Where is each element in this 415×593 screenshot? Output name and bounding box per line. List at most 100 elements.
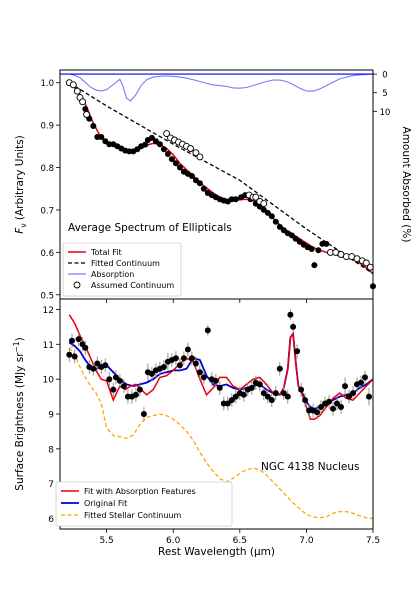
data-point	[180, 355, 187, 362]
top-legend: Total Fit Fitted Continuum Absorption As…	[62, 242, 182, 297]
data-point-filled	[176, 164, 183, 171]
data-point	[298, 386, 305, 393]
data-point	[346, 393, 352, 400]
bottom-plot-marks	[66, 309, 374, 520]
bottom-x-tick-label: 7.5	[366, 536, 380, 546]
data-point	[102, 362, 109, 369]
data-point	[140, 411, 147, 417]
data-point	[148, 370, 155, 377]
data-point	[260, 390, 267, 397]
data-point	[66, 351, 73, 358]
data-point	[287, 311, 294, 318]
data-point	[350, 390, 356, 397]
data-point	[94, 360, 101, 367]
data-point-filled	[164, 151, 171, 157]
data-point	[358, 379, 364, 386]
data-point-filled	[315, 247, 322, 254]
top-legend-box	[62, 242, 182, 297]
data-point	[188, 355, 195, 362]
data-point	[71, 353, 78, 360]
data-point	[112, 374, 119, 381]
top-panel-annotation: Average Spectrum of Ellipticals	[68, 222, 232, 234]
data-point	[75, 336, 82, 343]
legend-label-absorption: Absorption	[91, 270, 134, 279]
data-point	[268, 397, 275, 404]
bottom-y-tick-label: 6	[48, 515, 54, 525]
bottom-x-tick-label: 6.0	[166, 536, 181, 546]
data-point	[280, 390, 287, 397]
data-point-filled	[142, 141, 149, 148]
data-point-filled	[148, 134, 155, 141]
data-point-filled	[268, 213, 275, 220]
data-point	[90, 365, 97, 372]
data-point	[334, 400, 340, 407]
bottom-x-axis-label: Rest Wavelength (μm)	[158, 546, 275, 558]
data-point	[216, 384, 223, 391]
data-point-filled	[82, 106, 89, 112]
data-point	[110, 386, 117, 393]
data-point-filled	[196, 180, 203, 187]
legend-label-total-fit: Total Fit	[90, 248, 122, 257]
legend-label-fitted-continuum: Fitted Continuum	[91, 259, 160, 268]
data-point-filled	[272, 218, 279, 225]
data-point-filled	[98, 134, 105, 140]
data-point	[69, 337, 75, 344]
data-point	[342, 383, 348, 390]
data-point-open	[163, 130, 171, 138]
data-point-filled	[276, 223, 283, 230]
top-plot-marks	[60, 73, 376, 290]
data-point	[136, 386, 143, 393]
bottom-panel-annotation: NGC 4138 Nucleus	[261, 461, 360, 473]
data-point	[212, 377, 219, 384]
bottom-y-tick-label: 12	[43, 306, 54, 316]
data-point	[276, 365, 283, 372]
data-point-open	[79, 98, 87, 106]
data-point-open	[69, 81, 77, 89]
data-point-filled	[200, 185, 207, 192]
bottom-y-axis-label: Surface Brightness (MJy sr−1)	[12, 337, 26, 490]
data-point-filled	[308, 246, 315, 252]
data-point	[302, 397, 309, 404]
bottom-y-tick-label: 8	[48, 445, 54, 455]
data-point-filled	[172, 160, 179, 167]
data-point	[116, 377, 123, 384]
data-point-filled	[264, 209, 271, 216]
data-point	[82, 344, 89, 351]
data-point-filled	[156, 141, 163, 148]
series-fit-with-absorption-features	[68, 314, 374, 420]
top-x-ticks	[106, 299, 374, 303]
data-point	[224, 400, 231, 407]
bottom-x-axis: 5.5 6.0 6.5 7.0 7.5	[99, 529, 380, 546]
series-fitted-continuum	[68, 82, 374, 275]
data-point-open	[196, 153, 204, 161]
data-point	[256, 381, 263, 388]
data-point	[318, 404, 325, 410]
top-y-tick-label: 0.9	[40, 122, 54, 132]
data-point-filled	[168, 156, 175, 163]
top-y-tick-label: 1.0	[40, 79, 54, 89]
data-point	[240, 391, 247, 398]
data-point-filled	[288, 232, 295, 239]
data-point	[326, 398, 332, 405]
top-secondary-y-axis-label: Amount Absorbed (%)	[400, 127, 412, 243]
data-point-filled	[232, 196, 239, 203]
data-point	[160, 364, 167, 370]
data-point	[120, 383, 127, 390]
data-point-open	[73, 87, 81, 95]
top-y-tick-label: 0.7	[40, 206, 54, 216]
data-point	[184, 346, 191, 353]
data-point-open	[366, 263, 374, 271]
bottom-y-tick-label: 11	[43, 341, 54, 351]
data-point-filled	[323, 240, 330, 247]
series-absorption	[69, 73, 374, 102]
bottom-x-tick-label: 5.5	[99, 536, 113, 546]
legend-label-assumed-continuum: Assumed Continuum	[91, 281, 174, 290]
data-point-open	[192, 149, 200, 157]
data-point	[106, 376, 113, 383]
data-point-filled	[160, 146, 167, 153]
data-point	[330, 405, 336, 412]
data-point	[284, 393, 291, 400]
data-point	[200, 374, 207, 381]
data-point-open	[362, 259, 370, 267]
